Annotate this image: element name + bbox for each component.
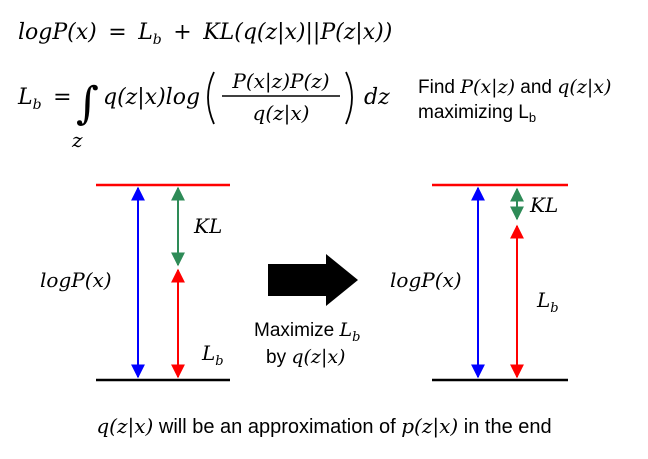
note-and: and [515,77,557,98]
note-pxz: P(x|z) [459,76,515,98]
arrow-label-q: q(z|x) [291,346,345,368]
svg-text:Lb: Lb [201,341,224,369]
eq1-lb-sub: b [153,32,162,48]
footer-pzx: p(z|x) [401,414,458,439]
right-lb-label: L [536,288,550,312]
svg-text:Lb =: Lb = [17,85,72,114]
equation-1: logP(x) = Lb + KL(q(z|x)||P(z|x)) [18,19,392,49]
left-diagram: logP(x) KL Lb [40,183,230,382]
arrow-label-lb-sub: b [352,330,360,345]
big-right-arrow [268,254,358,306]
eq1-equals: = [108,20,126,45]
note-find: Find [418,77,460,98]
note: Find P(x|z) and q(z|x) maximizing Lb [418,76,611,125]
svg-text:q(z|x) will be an approximatio: q(z|x) will be an approximation of p(z|x… [96,414,551,439]
eq1-lhs: logP(x) [18,20,97,45]
equation-2: Lb = ∫ z q(z|x)log P(x|z)P(z) q(z|x) dz [17,69,390,152]
left-logp-label: logP(x) [40,268,112,292]
footer-middle: will be an approximation of [153,416,401,438]
svg-text:Find P(x|z) and q(z|x): Find P(x|z) and q(z|x) [418,76,611,98]
footer: q(z|x) will be an approximation of p(z|x… [96,414,551,439]
eq2-dz: dz [364,85,390,110]
arrow-label: Maximize Lb by q(z|x) [254,319,360,368]
svg-text:logP(x) = Lb: logP(x) = Lb + KL(q(z|x)||P(z|x)) [18,19,392,49]
right-paren [345,71,353,125]
svg-text:Maximize Lb: Maximize Lb [254,319,360,345]
right-diagram: logP(x) KL Lb [390,183,568,382]
eq2-lb: L [17,85,33,110]
left-kl-label: KL [193,214,222,238]
right-logp-label: logP(x) [390,268,462,292]
arrow-label-by: by [266,347,291,368]
note-maximizing-sub: b [529,110,536,125]
eq1-kl-arg: (q(z|x)||P(z|x)) [234,20,392,45]
left-lb-sub: b [215,354,223,369]
arrow-label-lb: L [339,319,353,341]
svg-text:Lb: Lb [536,288,559,316]
eq1-lb: L [137,20,153,45]
left-lb-label: L [201,341,215,365]
eq1-plus: + [173,20,191,45]
eq1-kl: KL [202,20,234,45]
integral-variable: z [71,128,83,152]
eq2-equals: = [53,85,71,110]
eq2-q-term: q(z|x)log [103,85,200,110]
svg-text:by q(z|x): by q(z|x) [266,346,345,368]
eq2-lb-sub: b [33,97,42,113]
svg-text:maximizing Lb: maximizing Lb [418,102,536,125]
footer-qzx: q(z|x) [96,414,153,439]
eq2-denominator: q(z|x) [253,101,310,126]
note-maximizing: maximizing L [418,102,529,123]
integral-sign: ∫ [76,78,99,129]
arrow-label-maximize: Maximize [254,320,340,341]
eq2-numerator: P(x|z)P(z) [231,69,329,94]
footer-end: in the end [458,416,551,438]
note-qzx: q(z|x) [557,76,611,98]
left-paren [207,71,215,125]
right-lb-sub: b [550,301,558,316]
right-kl-label: KL [529,193,558,217]
